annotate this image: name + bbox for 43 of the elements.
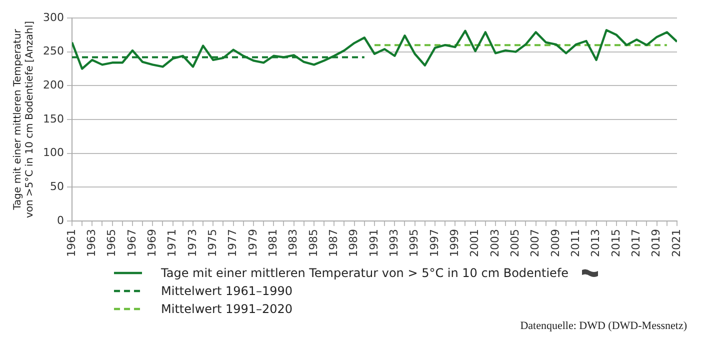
x-tick-label: 1975 [206,229,220,258]
legend-label: Mittelwert 1991–2020 [161,302,293,316]
x-tick-label: 1971 [166,229,179,258]
x-tick-label: 2005 [508,229,522,258]
x-tick-label: 1961 [64,229,78,258]
x-tick-label: 1999 [448,229,462,258]
x-tick-label: 2011 [569,229,582,258]
x-tick-label: 1985 [306,229,320,258]
x-tick-label: 1967 [125,229,138,258]
x-tick-label: 1963 [85,229,98,258]
x-tick-label: 2001 [468,229,482,258]
y-tick-label: 0 [56,214,64,227]
x-tick-label: 1997 [428,229,441,258]
x-tick-label: 2017 [630,229,643,258]
x-tick-label: 1981 [266,229,280,258]
x-tick-label: 2009 [548,229,562,258]
x-tick-label: 1979 [246,229,260,258]
x-tick-label: 1987 [327,229,340,258]
x-tick-label: 1977 [226,229,240,258]
x-tick-label: 2007 [528,229,542,258]
y-tick-label: 100 [42,146,64,160]
x-tick-label: 1989 [347,229,360,258]
x-tick-label: 2013 [589,229,602,258]
x-tick-label: 2015 [609,229,622,258]
x-tick-label: 2019 [650,229,663,258]
y-tick-label: 250 [42,44,64,58]
y-tick-label: 50 [50,180,64,194]
text: Datenquelle: DWD (DWD-Messnetz) [519,320,688,332]
y-axis-title: Tage mit einer mittleren Temperatur von >5°C in 10 cm Bodentiefe [Anzahl] [12,20,36,218]
x-tick-label: 1991 [367,229,380,258]
x-tick-label: 2003 [488,229,502,258]
y-tick-label: 300 [42,10,64,24]
x-tick-label: 1995 [408,229,421,258]
legend-label: Tage mit einer mittleren Temperatur von > 5°C in 10 cm Bodentiefe [161,266,569,280]
legend-label: Mittelwert 1961–1990 [161,284,293,298]
x-tick-label: 1983 [286,229,300,258]
x-tick-label: 2021 [670,229,683,258]
y-tick-label: 200 [42,78,64,92]
x-tick-label: 1973 [186,229,199,258]
y-tick-label: 150 [42,112,64,126]
x-tick-label: 1969 [146,229,159,258]
x-tick-label: 1993 [388,229,401,258]
x-tick-label: 1965 [105,229,118,258]
